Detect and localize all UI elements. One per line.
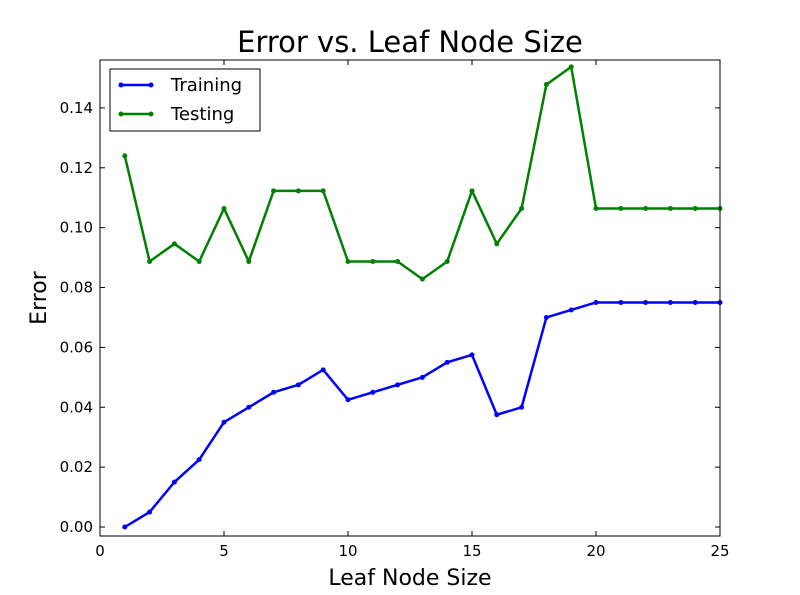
data-point-training: [469, 352, 475, 358]
data-point-training: [320, 367, 326, 373]
data-point-training: [593, 299, 599, 305]
data-point-testing: [593, 205, 599, 211]
data-point-testing: [419, 276, 425, 282]
data-point-training: [395, 382, 401, 388]
data-point-testing: [271, 188, 277, 194]
data-point-training: [568, 307, 574, 313]
data-point-testing: [171, 241, 177, 247]
data-point-testing: [122, 153, 128, 159]
data-point-training: [345, 397, 351, 403]
data-point-training: [370, 389, 376, 395]
data-point-training: [494, 412, 500, 418]
plot-frame: [99, 59, 721, 537]
y-tick-label: 0.14: [60, 99, 93, 117]
data-point-testing: [196, 258, 202, 264]
data-point-training: [667, 299, 673, 305]
data-point-testing: [147, 258, 153, 264]
data-point-testing: [543, 82, 549, 88]
y-tick-label: 0.10: [60, 219, 93, 237]
x-tick-label: 10: [338, 542, 357, 560]
x-tick-label: 5: [219, 542, 229, 560]
x-tick-label: 20: [586, 542, 605, 560]
data-point-testing: [246, 258, 252, 264]
plot-area: [100, 60, 720, 536]
data-point-testing: [320, 188, 326, 194]
data-point-testing: [444, 258, 450, 264]
data-point-testing: [568, 64, 574, 70]
data-point-testing: [469, 188, 475, 194]
legend: Training Testing: [109, 68, 261, 132]
data-point-training: [444, 359, 450, 365]
y-tick-label: 0.08: [60, 279, 93, 297]
data-point-testing: [345, 258, 351, 264]
data-point-testing: [494, 241, 500, 247]
data-point-training: [246, 404, 252, 410]
y-tick-label: 0.02: [60, 458, 93, 476]
data-point-training: [295, 382, 301, 388]
x-tick-label: 0: [95, 542, 105, 560]
legend-marker-testing: [148, 111, 154, 117]
data-point-training: [519, 404, 525, 410]
legend-marker-training: [148, 82, 154, 88]
data-point-testing: [221, 205, 227, 211]
data-point-training: [221, 419, 227, 425]
y-tick-label: 0.00: [60, 518, 93, 536]
y-tick-label: 0.12: [60, 159, 93, 177]
legend-label-testing: Testing: [170, 104, 234, 125]
data-point-testing: [370, 258, 376, 264]
data-point-training: [171, 479, 177, 485]
data-point-testing: [395, 258, 401, 264]
data-point-training: [122, 524, 128, 530]
data-point-training: [543, 314, 549, 320]
y-axis-label: Error: [27, 270, 52, 325]
series-layer: [122, 64, 723, 530]
chart-title: Error vs. Leaf Node Size: [237, 25, 583, 59]
data-point-training: [618, 299, 624, 305]
legend-marker-testing: [118, 111, 124, 117]
x-tick-label: 15: [462, 542, 481, 560]
data-point-testing: [667, 205, 673, 211]
legend-marker-training: [118, 82, 124, 88]
y-tick-label: 0.06: [60, 338, 93, 356]
data-point-testing: [643, 205, 649, 211]
data-point-testing: [618, 205, 624, 211]
data-point-testing: [295, 188, 301, 194]
data-point-training: [196, 457, 202, 463]
data-point-training: [147, 509, 153, 515]
data-point-training: [643, 299, 649, 305]
data-point-training: [271, 389, 277, 395]
data-point-testing: [692, 205, 698, 211]
data-point-testing: [519, 205, 525, 211]
legend-box: [109, 68, 261, 132]
legend-label-training: Training: [170, 75, 242, 96]
data-point-training: [692, 299, 698, 305]
y-tick-label: 0.04: [60, 398, 93, 416]
data-point-training: [419, 374, 425, 380]
x-axis-label: Leaf Node Size: [328, 566, 491, 591]
x-tick-label: 25: [710, 542, 729, 560]
